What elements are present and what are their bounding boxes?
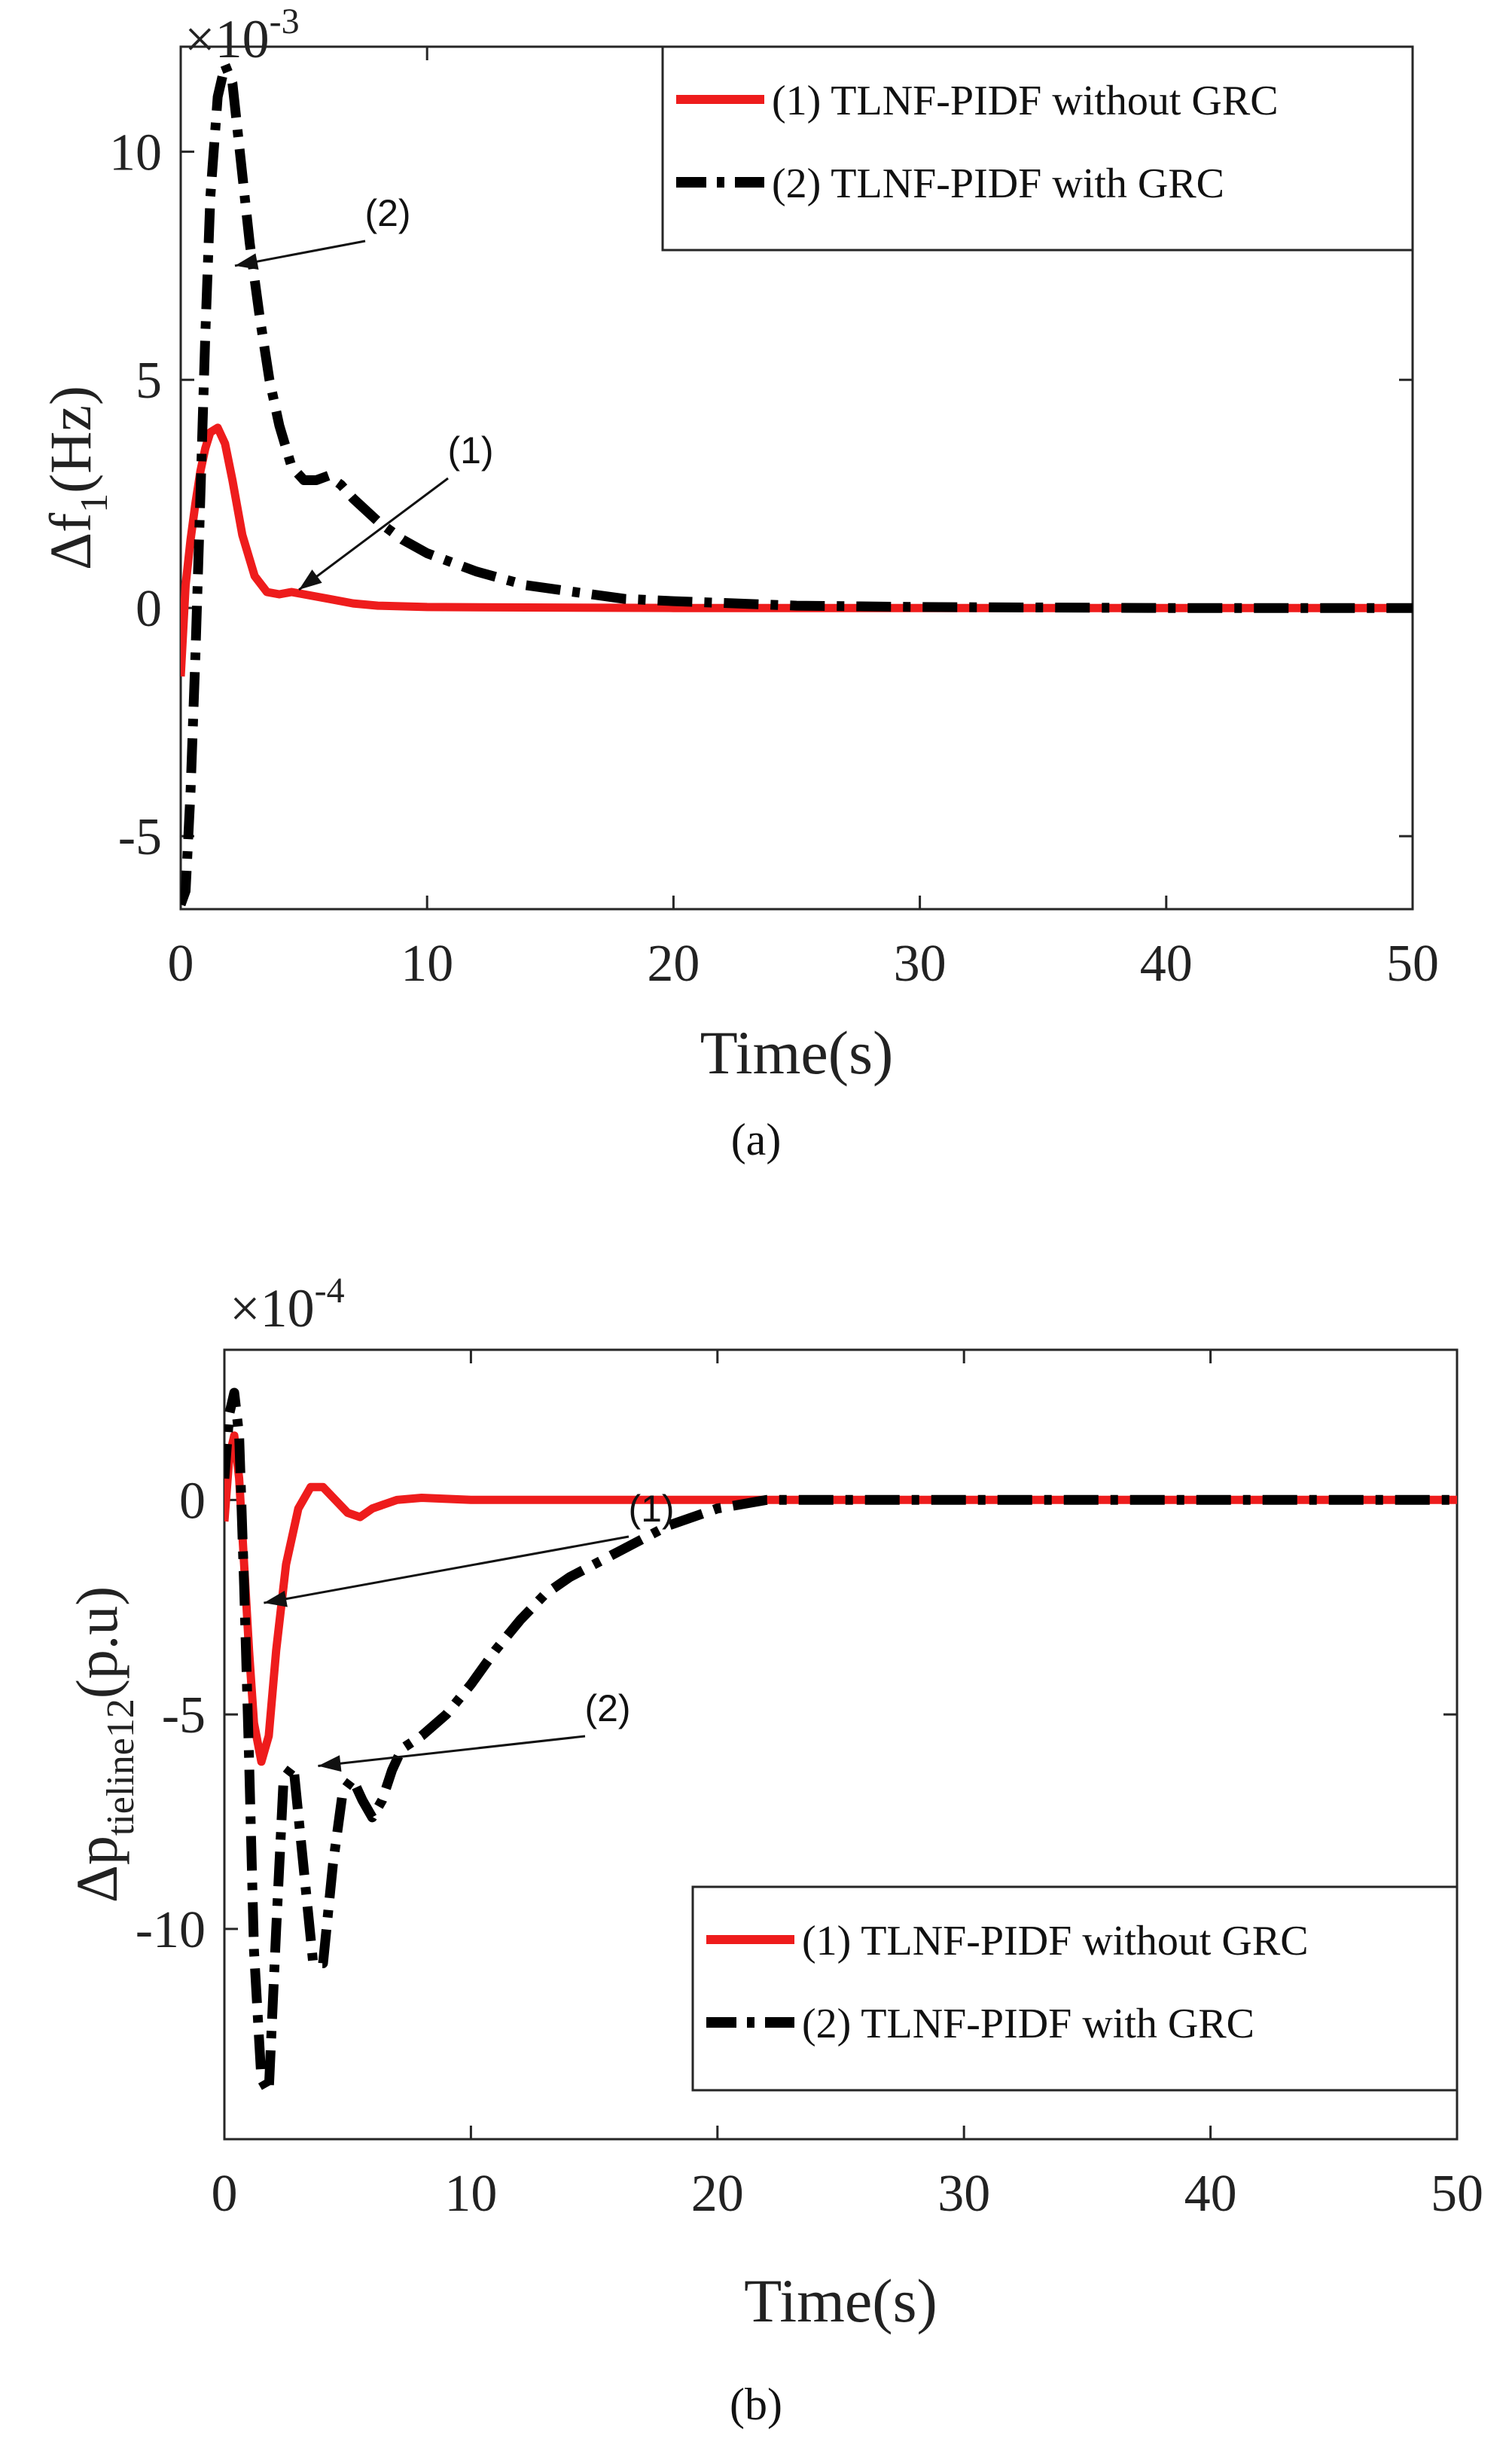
- y-tick-label: -5: [162, 1686, 206, 1744]
- x-tick-label: 20: [647, 935, 700, 993]
- y-tick-label: 10: [109, 124, 162, 182]
- annotation-arrowhead: [318, 1755, 342, 1772]
- annotation-label: (1): [447, 429, 493, 472]
- annotation-label: (2): [364, 192, 410, 234]
- annotation-arrowhead: [299, 569, 322, 590]
- y-label-subscript: 1: [73, 493, 116, 513]
- legend: (1) TLNF-PIDF without GRC (2) TLNF-PIDF w…: [691, 1885, 1459, 2092]
- annotation-arrowhead: [234, 253, 259, 270]
- series-line-1: [181, 423, 1413, 677]
- y-label-unit: (Hz): [38, 386, 103, 493]
- y-label-unit: (p.u): [64, 1586, 130, 1699]
- plot-frame: [223, 1348, 1459, 2141]
- annotation-arrow: [298, 477, 449, 591]
- legend: (1) TLNF-PIDF without GRC (2) TLNF-PIDF w…: [661, 45, 1414, 252]
- legend-entry-2: (2) TLNF-PIDF with GRC: [772, 160, 1224, 207]
- x-tick-label: 0: [168, 935, 194, 993]
- x-tick-label: 10: [401, 935, 453, 993]
- y-scale-exponent: -4: [315, 1271, 345, 1311]
- y-label-main: Δp: [64, 1836, 130, 1903]
- x-axis-label: Time(s): [700, 1018, 894, 1087]
- series-line-2: [181, 60, 1413, 907]
- x-tick-label: 40: [1140, 935, 1193, 993]
- y-axis-label: Δptieline12(p.u): [64, 1586, 142, 1903]
- y-axis-label: Δf1(Hz): [38, 386, 116, 570]
- chart-panel-a: 0 10 20 30 40 50 -5 0 5 10 ×10-3 Time(s) Δf1(Hz) (2) (…: [38, 2, 1439, 1164]
- x-tick-label: 10: [444, 2165, 497, 2223]
- series-line-2: [224, 1387, 1457, 2097]
- x-tick-label: 40: [1184, 2165, 1237, 2223]
- y-scale-multiplier: ×10-4: [230, 1271, 345, 1338]
- annotation-arrowhead: [264, 1590, 288, 1607]
- y-tick-label: 0: [179, 1472, 206, 1530]
- chart-panel-b: 0 10 20 30 40 50 -10 -5 0 ×10-4 Time(s) Δptieline12…: [64, 1271, 1483, 2429]
- y-scale-multiplier: ×10-3: [184, 2, 300, 69]
- x-tick-label: 0: [212, 2165, 238, 2223]
- legend-entry-1: (1) TLNF-PIDF without GRC: [802, 1918, 1309, 1964]
- y-scale-exponent: -3: [270, 2, 300, 41]
- legend-box: [691, 1885, 1459, 2092]
- annotation-arrow: [318, 1735, 586, 1767]
- x-tick-label: 50: [1386, 935, 1439, 993]
- x-tick-label: 30: [894, 935, 947, 993]
- annotation-arrow: [264, 1535, 629, 1604]
- legend-entry-1: (1) TLNF-PIDF without GRC: [772, 78, 1279, 124]
- y-label-subscript: tieline12: [99, 1699, 142, 1836]
- legend-box: [661, 45, 1414, 252]
- x-tick-label: 50: [1431, 2165, 1483, 2223]
- legend-entry-2: (2) TLNF-PIDF with GRC: [802, 2001, 1254, 2047]
- x-axis-label: Time(s): [744, 2266, 937, 2335]
- x-tick-label: 30: [937, 2165, 990, 2223]
- panel-caption: (b): [730, 2379, 782, 2429]
- y-label-main: Δf: [38, 513, 103, 570]
- panel-caption: (a): [731, 1115, 782, 1164]
- y-tick-label: 0: [136, 580, 162, 638]
- annotation-label: (1): [628, 1488, 674, 1530]
- series-line-1: [224, 1431, 1457, 1766]
- annotation-label: (2): [584, 1687, 630, 1729]
- y-tick-label: 5: [136, 352, 162, 410]
- y-tick-label: -5: [118, 808, 162, 866]
- y-tick-label: -10: [136, 1901, 206, 1959]
- x-tick-label: 20: [691, 2165, 744, 2223]
